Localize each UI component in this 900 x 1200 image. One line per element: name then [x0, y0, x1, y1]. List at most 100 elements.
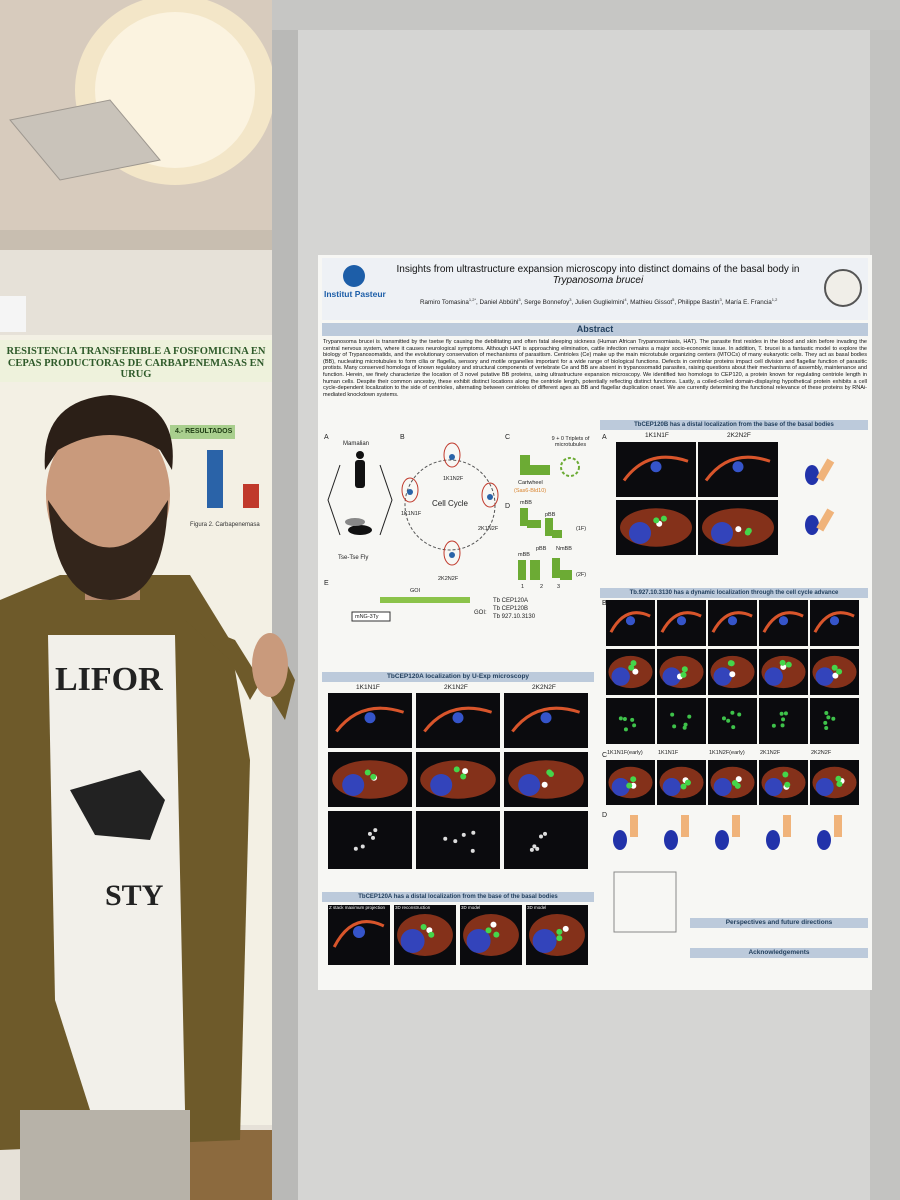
signal	[737, 712, 742, 717]
signal	[734, 782, 741, 789]
signal	[780, 723, 785, 728]
figure-label: (1F)	[576, 526, 587, 532]
micrograph	[504, 811, 588, 869]
signal	[428, 931, 435, 938]
cell-outline	[660, 611, 702, 633]
signal	[681, 666, 688, 673]
author-name: Ramiro Tomasina	[420, 299, 469, 307]
signal	[730, 710, 735, 715]
micrograph	[657, 698, 706, 744]
basal-body-icon	[520, 508, 528, 526]
signal	[622, 717, 627, 722]
cartwheel-icon	[520, 455, 530, 475]
signal	[529, 847, 534, 852]
column-label: 1K1N2F(early)	[709, 750, 745, 756]
figure-label: NmBB	[556, 546, 572, 552]
figure-label: (Sas6-Bld10)	[514, 488, 547, 494]
signal	[687, 714, 692, 719]
cell-outline	[511, 706, 581, 733]
nucleus	[727, 616, 738, 626]
nucleus	[611, 778, 630, 796]
signal	[823, 720, 828, 725]
basal-body-icon	[560, 570, 572, 580]
signal	[684, 779, 691, 786]
signal	[539, 834, 544, 839]
nucleus	[662, 778, 681, 796]
signal	[779, 659, 786, 666]
signal	[660, 515, 667, 522]
hair	[44, 395, 173, 470]
signal	[453, 839, 458, 844]
signal	[672, 724, 677, 729]
figure-label: Cartwheel	[518, 480, 543, 486]
bb-cartoon	[766, 830, 780, 850]
board-top-bar	[272, 0, 900, 30]
beard	[48, 500, 168, 600]
nucleus	[611, 667, 630, 686]
cell-outline	[609, 611, 651, 633]
micrograph	[416, 811, 500, 869]
poster-title-species: Trypanosoma brucei	[552, 275, 644, 286]
left-chart-bar	[243, 484, 259, 508]
section-heading: Acknowledgements	[690, 948, 868, 958]
figure-label: Tb CEP120A	[493, 598, 529, 604]
panel-letter: C	[602, 752, 608, 759]
column-label: Z stack maximum projection	[329, 905, 386, 910]
bb-cartoon	[630, 815, 638, 837]
author-affiliation: 3	[719, 297, 722, 302]
nucleus	[764, 667, 783, 686]
nucleus	[625, 616, 636, 626]
micrograph	[328, 811, 412, 869]
signal	[460, 773, 467, 780]
shirt-text: STY	[105, 879, 164, 912]
nucleus	[400, 929, 425, 953]
nucleus	[713, 667, 732, 686]
shirt-text: LIFOR	[55, 661, 163, 698]
signal	[745, 527, 752, 534]
cartwheel-icon	[530, 465, 550, 475]
cell-outline	[332, 920, 385, 948]
figure-label: Tb 927.10.3130	[493, 614, 536, 620]
signal	[826, 715, 831, 720]
signal	[490, 921, 497, 928]
signal	[683, 722, 688, 727]
left-poster-caption: Figura 2. Carbapenemasa	[190, 522, 260, 528]
panel-letter: A	[602, 434, 607, 441]
figure-label: 1K1N2F	[443, 476, 464, 482]
signal	[373, 828, 378, 833]
author-name: Julien Guglielmini	[575, 299, 625, 307]
nucleus	[540, 712, 552, 724]
basal-body-icon	[552, 558, 560, 578]
signal	[735, 776, 742, 783]
signal	[735, 526, 742, 533]
column-label: 1K1N1F(early)	[607, 750, 643, 756]
human-icon	[355, 460, 365, 488]
signal	[535, 846, 540, 851]
human-icon	[356, 451, 364, 459]
section-heading: Abstract	[322, 323, 868, 336]
institute-name: Institut Pasteur	[324, 289, 386, 299]
author-affiliation: 1,2	[771, 297, 778, 302]
bb-cartoon	[816, 508, 835, 532]
column-label: 2K2N2F	[727, 432, 751, 439]
wall-molding	[0, 230, 272, 250]
fly-icon	[348, 525, 372, 535]
figure-label: 2K1N2F	[478, 526, 499, 532]
basal-body-icon	[518, 560, 526, 580]
signal	[680, 783, 687, 790]
fly-wing	[345, 518, 365, 526]
nucleus	[815, 667, 834, 686]
figure-label: 1	[521, 584, 525, 590]
signal	[485, 927, 492, 934]
figure-label: Tse-Tse Fly	[338, 555, 369, 561]
figure-label: 9 + 0 Triplets of microtubules	[551, 436, 590, 449]
signal	[832, 672, 839, 679]
left-poster-title: RESISTENCIA TRANSFERIBLE A FOSFOMICINA E…	[6, 346, 266, 381]
pasteur-logo	[343, 265, 365, 287]
poster-title: Insights from ultrastructure expansion m…	[396, 264, 800, 286]
results-box	[170, 425, 235, 439]
signal	[632, 723, 637, 728]
micrograph	[708, 698, 757, 744]
column-label: 3D model	[527, 905, 547, 910]
